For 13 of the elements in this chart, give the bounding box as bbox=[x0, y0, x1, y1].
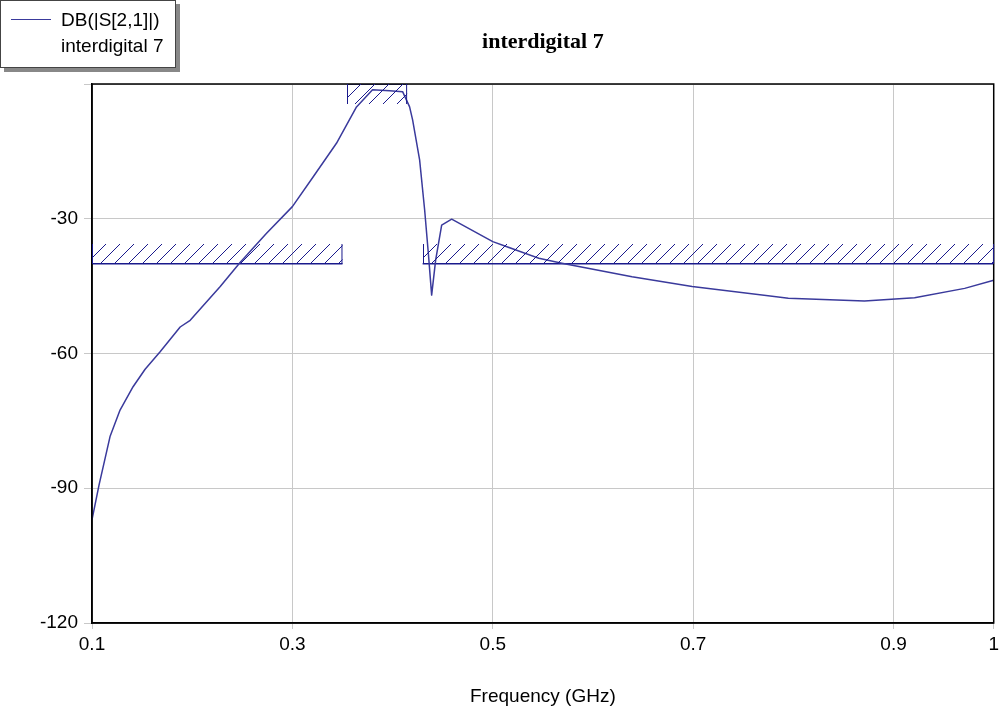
y-tick-label: -60 bbox=[50, 341, 78, 363]
x-tick-label: 0.7 bbox=[679, 632, 707, 654]
chart-title: interdigital 7 bbox=[482, 27, 604, 53]
legend-label: DB(|S[2,1]|) interdigital 7 bbox=[61, 8, 164, 58]
x-tick-label: 0.5 bbox=[479, 632, 506, 654]
x-tick-label: 0.1 bbox=[78, 632, 106, 654]
y-tick-label: -90 bbox=[50, 476, 78, 498]
x-tick-label: 0.3 bbox=[279, 632, 306, 654]
y-tick-label: -30 bbox=[50, 206, 78, 228]
x-tick-label: 0.9 bbox=[880, 632, 907, 654]
x-axis-title: Frequency (GHz) bbox=[470, 684, 616, 706]
x-tick-label: 1 bbox=[988, 632, 1000, 654]
y-tick-label: -120 bbox=[39, 611, 78, 633]
